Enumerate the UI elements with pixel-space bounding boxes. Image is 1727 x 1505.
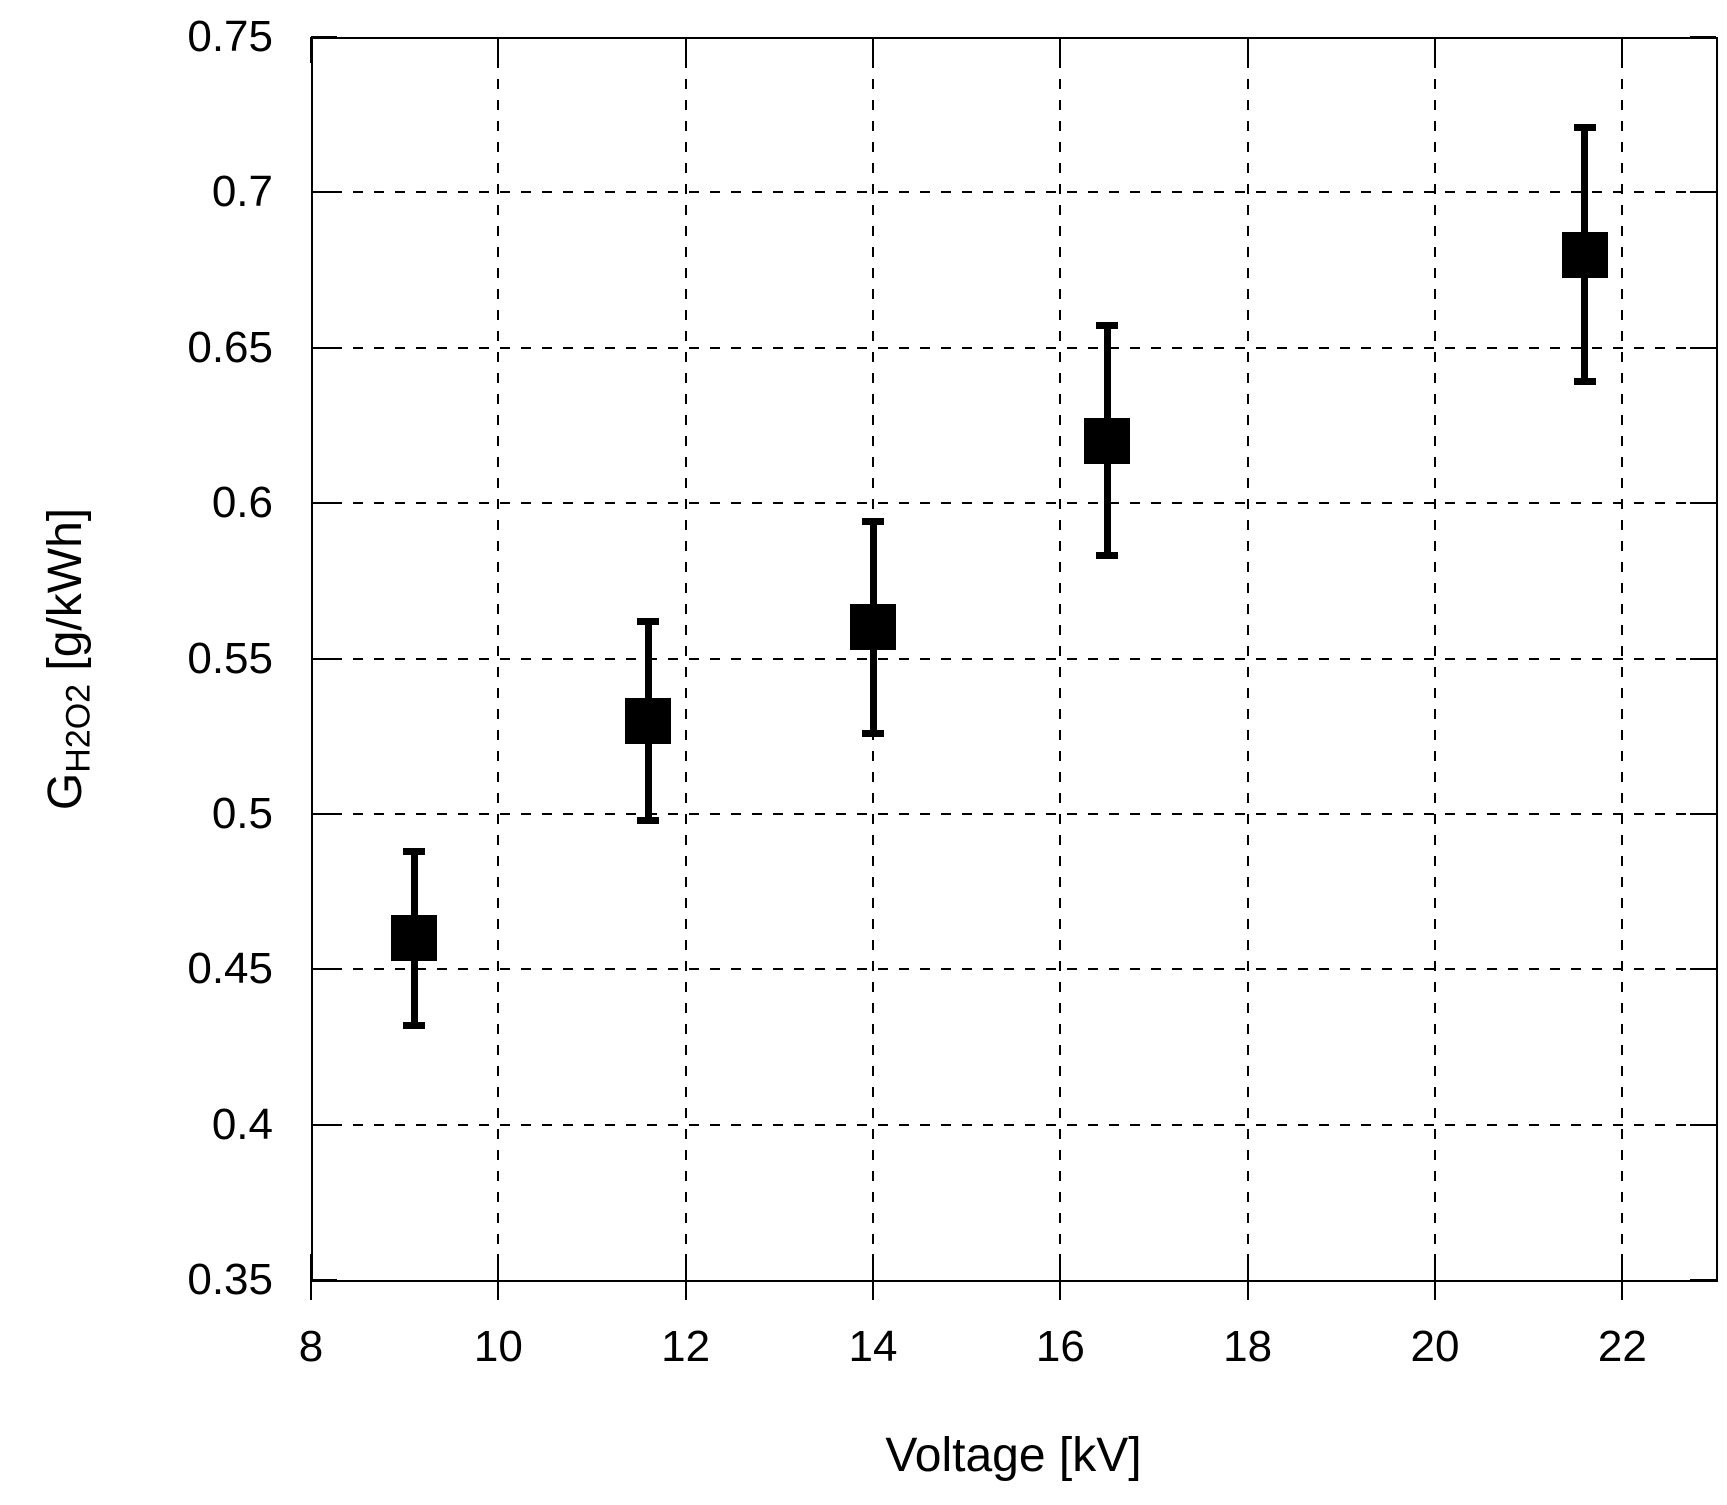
x-tick-bottom-inset	[1434, 1254, 1436, 1280]
error-bar-cap-top	[1573, 123, 1596, 131]
plot-area	[311, 37, 1718, 1282]
y-gridline	[311, 502, 1716, 505]
data-point-marker	[391, 915, 438, 962]
x-tick-label: 16	[1035, 1322, 1085, 1371]
x-tick-outward	[1434, 1280, 1436, 1300]
error-bar-cap-bottom	[637, 816, 660, 824]
y-tick-label: 0.7	[211, 167, 273, 217]
error-bar-cap-bottom	[1573, 378, 1596, 386]
x-tick-bottom-inset	[310, 1254, 312, 1280]
x-tick-top	[684, 37, 687, 63]
x-tick-label: 8	[298, 1322, 324, 1371]
y-tick-right	[1690, 968, 1716, 971]
data-point-marker	[625, 697, 672, 744]
error-bar-cap-top	[1096, 322, 1119, 330]
y-tick-label: 0.6	[211, 478, 273, 528]
y-gridline	[311, 346, 1716, 349]
y-tick-label: 0.4	[211, 1099, 273, 1149]
y-tick-label: 0.75	[187, 12, 273, 61]
y-tick-label: 0.5	[211, 788, 273, 838]
data-point-marker	[1084, 417, 1131, 464]
y-tick-left	[311, 346, 337, 349]
y-axis-subscript: H2O2	[59, 683, 98, 773]
y-tick-left	[311, 36, 337, 38]
x-tick-bottom-inset	[1246, 1254, 1249, 1280]
error-bar-cap-top	[862, 518, 884, 526]
y-tick-label: 0.45	[187, 944, 273, 994]
y-tick-left	[311, 191, 337, 194]
y-tick-left	[311, 657, 337, 660]
x-tick-top	[1246, 37, 1249, 63]
y-tick-label: 0.35	[187, 1255, 273, 1304]
x-tick-top	[1434, 37, 1436, 63]
x-tick-label: 10	[473, 1322, 523, 1371]
x-tick-outward	[310, 1280, 312, 1300]
x-tick-label: 18	[1223, 1322, 1273, 1371]
x-tick-top	[497, 37, 500, 63]
y-tick-label: 0.55	[187, 633, 273, 683]
x-tick-bottom-inset	[872, 1254, 874, 1280]
y-tick-left	[311, 968, 337, 971]
error-bar-cap-bottom	[1096, 552, 1119, 560]
x-tick-outward	[1246, 1280, 1249, 1300]
y-tick-right	[1690, 1279, 1716, 1281]
x-tick-outward	[872, 1280, 874, 1300]
y-gridline	[311, 657, 1716, 660]
y-gridline	[311, 812, 1716, 815]
x-tick-label: 20	[1410, 1322, 1460, 1371]
x-tick-top	[1621, 37, 1624, 63]
y-tick-right	[1690, 657, 1716, 660]
y-tick-label: 0.65	[187, 322, 273, 372]
error-bar-cap-bottom	[862, 729, 884, 737]
x-axis-title: Voltage [kV]	[885, 1429, 1142, 1482]
x-tick-outward	[684, 1280, 687, 1300]
x-tick-outward	[1059, 1280, 1062, 1300]
x-tick-bottom-inset	[1059, 1254, 1062, 1280]
y-tick-right	[1690, 191, 1716, 194]
y-tick-left	[311, 502, 337, 505]
x-tick-top	[1059, 37, 1062, 63]
x-tick-outward	[1621, 1280, 1624, 1300]
x-tick-bottom-inset	[684, 1254, 687, 1280]
x-tick-label: 14	[848, 1322, 898, 1371]
x-tick-outward	[497, 1280, 500, 1300]
y-gridline	[311, 968, 1716, 971]
y-gridline	[311, 1123, 1716, 1126]
y-tick-right	[1690, 1123, 1716, 1126]
error-bar-cap-bottom	[403, 1021, 426, 1029]
y-tick-right	[1690, 812, 1716, 815]
y-tick-left	[311, 1279, 337, 1281]
x-tick-label: 12	[661, 1322, 711, 1371]
data-point-marker	[1561, 231, 1608, 278]
x-tick-top	[872, 37, 874, 63]
x-tick-bottom-inset	[497, 1254, 500, 1280]
x-tick-bottom-inset	[1621, 1254, 1624, 1280]
y-tick-right	[1690, 36, 1716, 38]
error-bar-cap-top	[637, 617, 660, 625]
y-tick-right	[1690, 502, 1716, 505]
error-bar-cap-top	[403, 847, 426, 855]
y-tick-right	[1690, 346, 1716, 349]
data-point-marker	[850, 604, 896, 651]
x-tick-label: 22	[1597, 1322, 1647, 1371]
y-tick-left	[311, 1123, 337, 1126]
y-gridline	[311, 191, 1716, 194]
y-tick-left	[311, 812, 337, 815]
x-tick-top	[310, 37, 312, 63]
